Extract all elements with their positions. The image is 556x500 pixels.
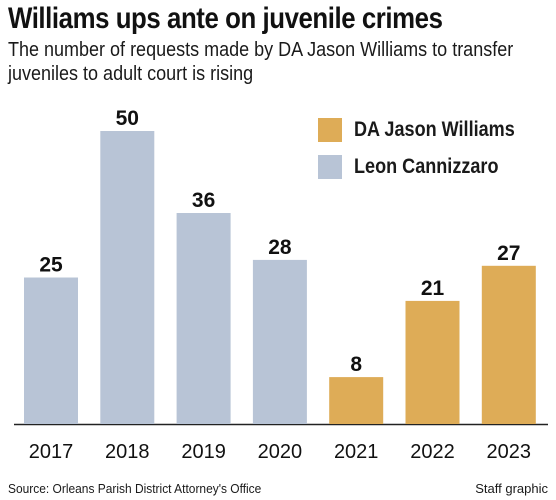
x-tick-label-2020: 2020 <box>258 441 303 463</box>
legend-label-cannizzaro: Leon Cannizzaro <box>354 155 499 178</box>
legend-item-cannizzaro: Leon Cannizzaro <box>318 155 522 179</box>
x-tick-label-2017: 2017 <box>29 441 74 463</box>
legend-swatch-williams <box>318 118 342 142</box>
credit-note: Staff graphic <box>475 481 548 496</box>
x-tick-label-2023: 2023 <box>487 441 532 463</box>
source-note: Source: Orleans Parish District Attorney… <box>8 481 262 496</box>
chart-title: Williams ups ante on juvenile crimes <box>8 2 443 35</box>
legend-label-williams: DA Jason Williams <box>354 118 515 141</box>
bar-2019 <box>176 213 231 424</box>
legend-swatch-cannizzaro <box>318 155 342 179</box>
bar-2018 <box>100 131 155 424</box>
data-label-2019: 36 <box>192 189 215 212</box>
bar-2023 <box>481 265 536 424</box>
data-label-2018: 50 <box>116 107 139 130</box>
data-label-2017: 25 <box>39 254 63 277</box>
data-label-2020: 28 <box>268 236 292 259</box>
bar-2021 <box>329 377 384 424</box>
data-label-2021: 8 <box>350 353 362 376</box>
bar-2022 <box>405 300 460 424</box>
data-label-2023: 27 <box>497 242 520 265</box>
bar-2017 <box>24 277 78 424</box>
chart-subtitle: The number of requests made by DA Jason … <box>8 39 514 85</box>
x-tick-label-2019: 2019 <box>181 441 226 463</box>
bar-2020 <box>252 259 307 424</box>
legend-item-williams: DA Jason Williams <box>318 118 541 142</box>
x-tick-label-2022: 2022 <box>410 441 455 463</box>
x-tick-label-2021: 2021 <box>334 441 379 463</box>
x-tick-label-2018: 2018 <box>105 441 150 463</box>
data-label-2022: 21 <box>421 277 445 300</box>
